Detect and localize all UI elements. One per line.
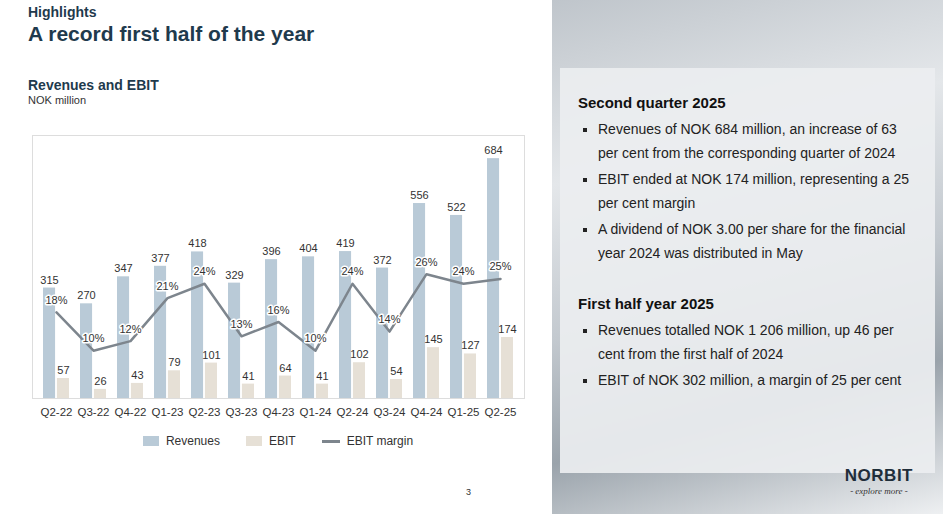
svg-text:13%: 13% [230,318,252,330]
svg-text:102: 102 [350,348,368,360]
svg-text:41: 41 [316,370,328,382]
svg-text:16%: 16% [267,304,289,316]
html-text:Highlights: Highlights [28,4,97,20]
svg-text:43: 43 [131,369,143,381]
svg-text:Q4-24: Q4-24 [411,406,444,418]
svg-text:14%: 14% [378,313,400,325]
svg-text:372: 372 [373,254,391,266]
html-text:NOK million: NOK million [28,94,87,106]
svg-text:26%: 26% [415,256,437,268]
svg-text:Q4-22: Q4-22 [115,406,147,418]
svg-text:101: 101 [202,349,220,361]
svg-text:10%: 10% [304,332,326,344]
svg-text:Q3-24: Q3-24 [374,406,407,418]
html-text:EBIT: EBIT [269,434,296,448]
html-text:A record first half of the yea: A record first half of the year [28,22,315,45]
svg-text:522: 522 [447,201,465,213]
html-text:A dividend of NOK 3.00 per sha: A dividend of NOK 3.00 per share for the… [598,221,906,261]
svg-text:79: 79 [168,356,180,368]
html-text:First half year 2025: First half year 2025 [578,295,714,312]
svg-text:419: 419 [336,237,354,249]
svg-text:26: 26 [94,375,106,387]
svg-text:24%: 24% [452,265,474,277]
svg-text:18%: 18% [45,294,67,306]
svg-text:54: 54 [390,365,402,377]
svg-text:270: 270 [77,289,95,301]
html-text:3: 3 [466,487,471,497]
html-text:Revenues: Revenues [165,434,220,448]
html-text:Revenues totalled NOK 1 206 mi: Revenues totalled NOK 1 206 million, up … [598,322,894,362]
svg-text:315: 315 [40,274,58,286]
svg-text:396: 396 [262,245,280,257]
svg-text:684: 684 [484,144,502,156]
html-text:Revenues of NOK 684 million, a: Revenues of NOK 684 million, an increase… [598,121,897,161]
svg-text:Q1-23: Q1-23 [152,406,184,418]
svg-text:Q2-25: Q2-25 [485,406,517,418]
svg-text:347: 347 [114,262,132,274]
svg-text:24%: 24% [193,265,215,277]
svg-text:Q1-25: Q1-25 [448,406,480,418]
html-text:EBIT of NOK 302 million, a mar: EBIT of NOK 302 million, a margin of 25 … [598,372,902,388]
svg-text:145: 145 [424,333,442,345]
svg-text:Q1-24: Q1-24 [300,406,333,418]
svg-text:418: 418 [188,237,206,249]
svg-text:25%: 25% [489,260,511,272]
html-text:EBIT margin: EBIT margin [346,434,414,448]
svg-text:Q2-24: Q2-24 [337,406,370,418]
svg-text:41: 41 [242,370,254,382]
svg-text:127: 127 [461,339,479,351]
html-text:Revenues and EBIT: Revenues and EBIT [28,77,159,93]
html-text:Second quarter 2025: Second quarter 2025 [578,94,726,111]
svg-text:Q3-23: Q3-23 [226,406,258,418]
svg-text:174: 174 [498,323,516,335]
svg-text:21%: 21% [156,280,178,292]
svg-text:Q2-22: Q2-22 [41,406,73,418]
svg-text:556: 556 [410,189,428,201]
svg-text:24%: 24% [341,265,363,277]
svg-text:377: 377 [151,252,169,264]
html-text:- explore more -: - explore more - [850,486,908,496]
svg-text:10%: 10% [82,332,104,344]
svg-text:404: 404 [299,242,317,254]
svg-text:57: 57 [57,364,69,376]
svg-text:Q4-23: Q4-23 [263,406,295,418]
svg-text:64: 64 [279,362,291,374]
html-text:EBIT ended at NOK 174 million,: EBIT ended at NOK 174 million, represent… [598,171,909,211]
svg-text:12%: 12% [119,323,141,335]
svg-text:Q3-22: Q3-22 [78,406,110,418]
html-text:NORBIT: NORBIT [844,466,913,485]
svg-text:329: 329 [225,269,243,281]
svg-text:Q2-23: Q2-23 [189,406,221,418]
